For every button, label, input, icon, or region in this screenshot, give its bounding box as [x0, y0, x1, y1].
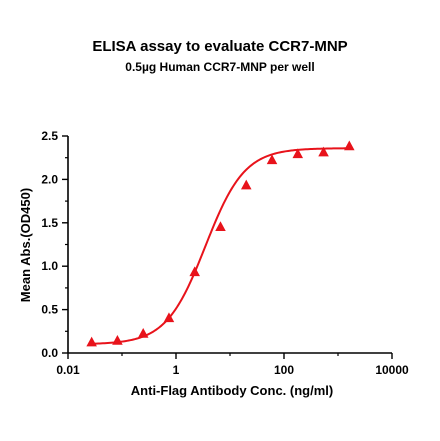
data-point	[86, 336, 97, 347]
data-point	[189, 266, 200, 277]
data-point	[318, 146, 329, 157]
fit-curve-layer	[91, 147, 350, 345]
x-tick-label: 0.01	[56, 363, 80, 377]
y-tick-label: 0.5	[41, 303, 58, 317]
x-tick-label: 100	[274, 363, 294, 377]
y-tick-label: 2.5	[41, 129, 58, 143]
data-point	[215, 221, 226, 231]
fit-curve	[91, 147, 350, 345]
chart-title: ELISA assay to evaluate CCR7-MNP	[92, 38, 348, 55]
data-point	[344, 140, 355, 151]
data-point	[266, 154, 278, 165]
chart-subtitle: 0.5µg Human CCR7-MNP per well	[125, 60, 315, 74]
x-axis-label: Anti-Flag Antibody Conc. (ng/ml)	[131, 383, 333, 398]
data-point	[163, 312, 175, 323]
x-tick-label: 10000	[375, 363, 409, 377]
data-point	[292, 148, 304, 159]
axes: 0.0 0.5 1.0 1.5 2.0 2.5 0.01 1 100 10000	[41, 129, 409, 377]
y-axis-label: Mean Abs.(OD450)	[18, 188, 33, 302]
y-tick-label: 1.0	[41, 259, 58, 273]
data-points-layer	[86, 140, 355, 347]
x-tick-label: 1	[173, 363, 180, 377]
data-point	[112, 334, 123, 345]
data-point	[240, 179, 252, 190]
data-point	[137, 327, 149, 338]
y-tick-label: 1.5	[41, 216, 58, 230]
y-tick-label: 2.0	[41, 172, 58, 186]
y-tick-label: 0.0	[41, 346, 58, 360]
